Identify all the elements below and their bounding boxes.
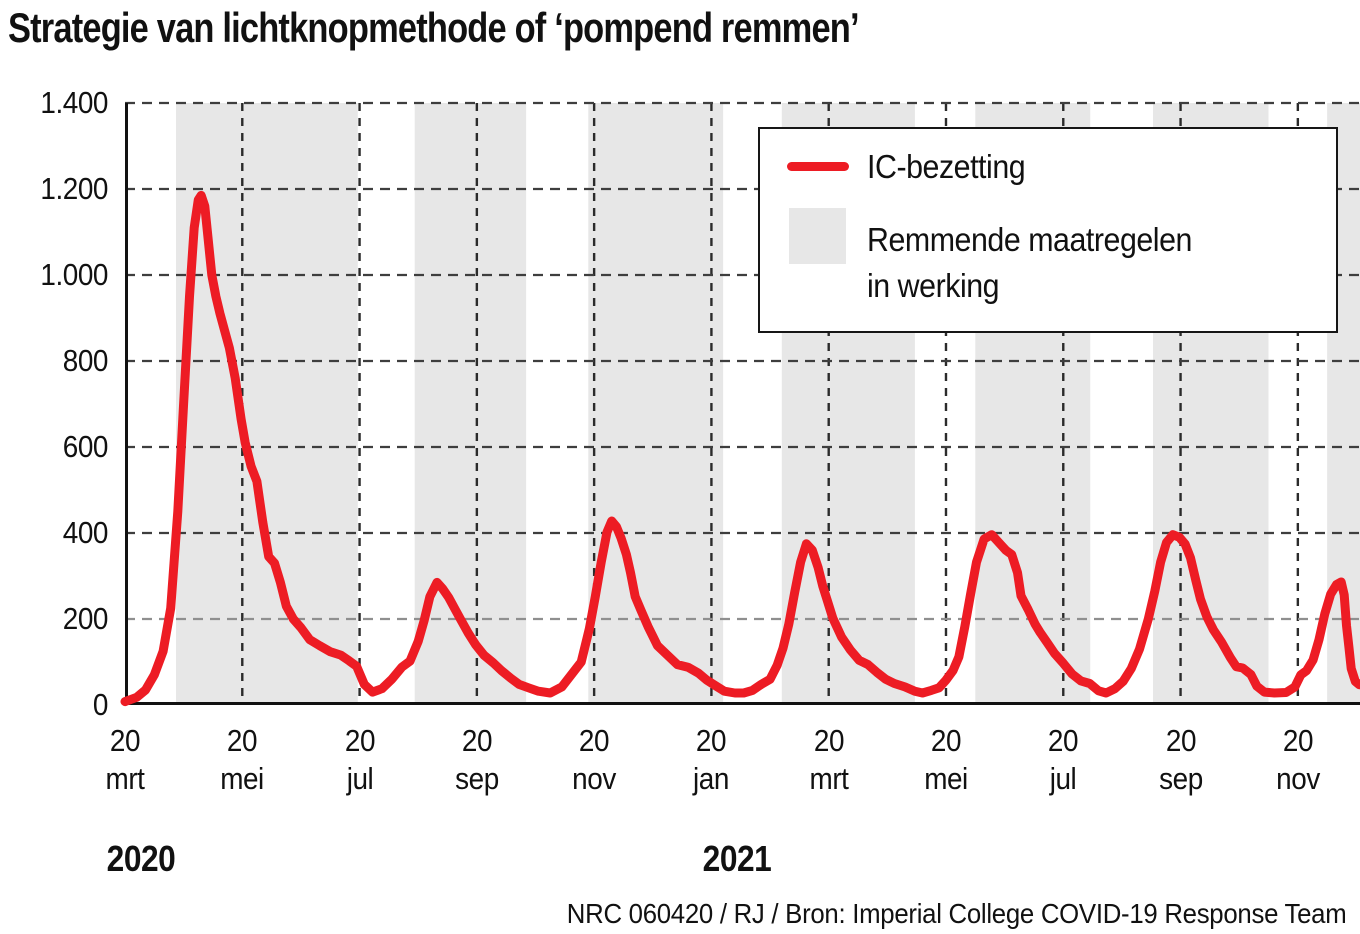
x-tick-label: 20 sep [455,722,499,798]
x-tick-day: 20 [696,723,727,758]
y-tick-label: 800 [62,343,109,378]
y-tick-label: 0 [92,687,109,722]
x-tick-day: 20 [461,723,493,758]
x-tick-day: 20 [1282,723,1314,758]
x-tick-month: nov [1276,761,1320,796]
legend-line-label: IC-bezetting [867,148,1026,185]
x-tick-day: 20 [1165,723,1196,758]
x-tick-label: 20 nov [572,722,616,798]
x-tick-day: 20 [813,723,845,758]
x-tick-month: sep [1158,761,1203,796]
line-series-swatch [787,162,849,171]
y-tick-label: 400 [62,515,109,550]
legend-band-label-line2: in werking [867,267,1000,304]
legend-band-label-line1: Remmende maatregelen [867,221,1192,258]
year-label-2020: 2020 [106,838,176,879]
x-tick-label: 20 nov [1276,722,1320,798]
x-tick-label: 20 mrt [809,722,848,798]
chart-title: Strategie van lichtknopmethode of ‘pompe… [8,4,860,51]
y-tick-label: 200 [62,601,109,636]
x-tick-month: jul [1049,761,1077,796]
x-tick-month: mrt [105,761,145,796]
x-tick-day: 20 [344,723,375,758]
x-tick-day: 20 [227,723,258,758]
x-tick-month: mei [220,761,265,796]
x-tick-label: 20 mei [924,722,968,798]
x-tick-month: mrt [809,761,849,796]
x-tick-label: 20 jul [344,722,375,798]
x-tick-label: 20 sep [1159,722,1203,798]
y-tick-label: 1.200 [40,171,108,206]
y-tick-label: 600 [62,429,109,464]
x-tick-day: 20 [1048,723,1079,758]
y-tick-label: 1.400 [40,85,108,120]
measures-band [588,103,724,705]
year-label-2021: 2021 [702,838,772,879]
x-tick-day: 20 [109,723,141,758]
x-tick-label: 20 jul [1048,722,1079,798]
legend-band-label: Remmende maatregelen in werking [867,217,1192,309]
x-tick-label: 20 mrt [106,722,145,798]
measures-band-swatch [789,208,846,264]
x-tick-label: 20 mei [220,722,264,798]
source-credit: NRC 060420 / RJ / Bron: Imperial College… [566,898,1346,929]
x-tick-month: jan [693,761,730,796]
x-tick-month: sep [455,761,499,796]
x-tick-day: 20 [579,723,610,758]
y-tick-label: 1.000 [40,257,108,292]
chart-legend: IC-bezetting Remmende maatregelen in wer… [758,127,1338,333]
x-tick-day: 20 [930,723,962,758]
x-tick-label: 20 jan [693,722,729,798]
measures-band [414,103,527,705]
x-tick-month: mei [924,761,968,796]
x-tick-month: jul [346,761,373,796]
x-tick-month: nov [572,761,616,796]
ic-bezetting-line [120,190,1360,707]
